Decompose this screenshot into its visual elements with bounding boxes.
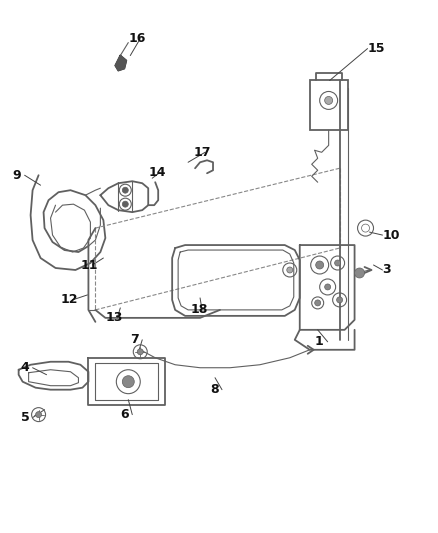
Text: 6: 6 [120, 408, 129, 421]
Text: 1: 1 [314, 335, 323, 348]
Circle shape [314, 300, 320, 306]
Circle shape [137, 349, 143, 355]
Circle shape [324, 284, 330, 290]
Circle shape [122, 201, 128, 207]
Text: 12: 12 [60, 293, 78, 306]
Text: 5: 5 [21, 411, 29, 424]
Circle shape [324, 96, 332, 104]
Text: 15: 15 [367, 42, 384, 55]
Circle shape [286, 267, 292, 273]
Text: 11: 11 [80, 259, 98, 271]
Polygon shape [115, 55, 126, 70]
Circle shape [334, 260, 340, 266]
Text: 7: 7 [130, 333, 139, 346]
Bar [309, 80, 347, 131]
Circle shape [122, 376, 134, 387]
Text: 18: 18 [190, 303, 207, 317]
Circle shape [35, 411, 42, 417]
Circle shape [336, 297, 342, 303]
Circle shape [315, 261, 323, 269]
Text: 10: 10 [381, 229, 399, 241]
Circle shape [122, 187, 128, 193]
Text: 13: 13 [105, 311, 123, 325]
Text: 4: 4 [21, 361, 29, 374]
Text: 8: 8 [209, 383, 218, 396]
Text: 3: 3 [381, 263, 390, 277]
Text: 14: 14 [148, 166, 166, 179]
Text: 16: 16 [128, 32, 145, 45]
Text: 9: 9 [13, 169, 21, 182]
Text: 17: 17 [193, 146, 210, 159]
Circle shape [354, 268, 364, 278]
